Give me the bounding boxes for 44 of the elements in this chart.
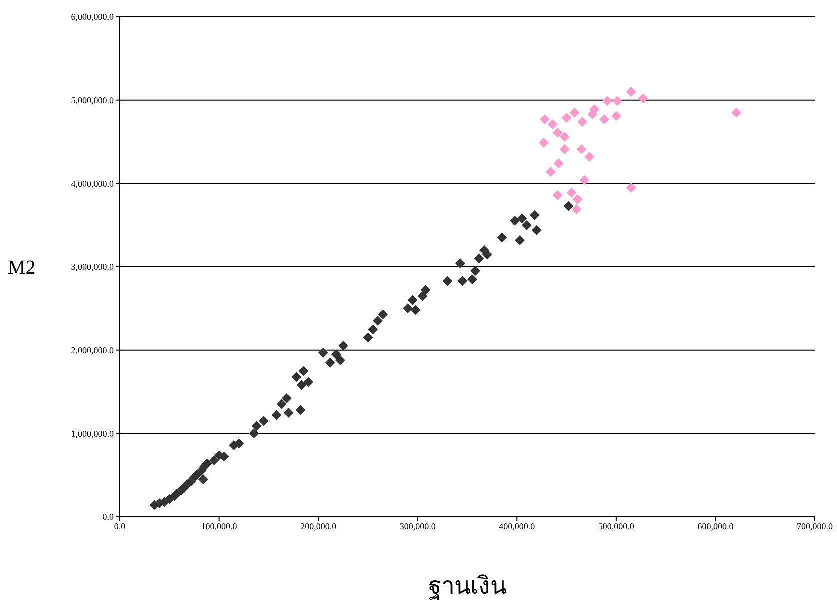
x-tick-label: 500,000.0 (598, 521, 635, 532)
x-axis-title: ฐานเงิน (428, 574, 506, 600)
y-tick-label: 5,000,000.0 (71, 96, 114, 106)
point (554, 158, 564, 169)
point (552, 190, 563, 200)
point (562, 112, 572, 123)
point (540, 114, 550, 124)
point (732, 108, 742, 118)
point (572, 204, 582, 214)
y-tick-label: 0.0 (102, 512, 114, 522)
x-tick-label: 300,000.0 (400, 521, 436, 532)
y-tick-label: 6,000,000.0 (71, 12, 114, 22)
point (576, 144, 587, 154)
point (546, 167, 556, 177)
x-tick-label: 100,000.0 (201, 521, 238, 532)
point (590, 104, 600, 114)
y-tick-label: 4,000,000.0 (71, 178, 114, 189)
point (560, 132, 570, 142)
point (611, 111, 622, 122)
point (638, 94, 648, 104)
x-tick-label: 400,000.0 (499, 521, 536, 532)
y-tick-label: 2,000,000.0 (71, 346, 114, 356)
point (602, 96, 612, 106)
point (560, 144, 570, 154)
point (548, 120, 558, 130)
point (566, 188, 577, 198)
point (578, 117, 588, 127)
x-tick-label: 600,000.0 (698, 521, 734, 532)
y-axis-title: M2 (8, 257, 36, 280)
y-tick-label: 3,000,000.0 (71, 262, 114, 272)
y-tick-label: 1,000,000.0 (71, 428, 114, 439)
point (580, 175, 590, 186)
point (538, 138, 549, 148)
point (570, 108, 580, 118)
point (626, 87, 636, 97)
x-tick-label: 0.0 (114, 521, 126, 532)
x-tick-label: 700,000.0 (797, 521, 834, 532)
point (600, 114, 610, 124)
x-tick-label: 200,000.0 (300, 521, 338, 532)
point (572, 194, 583, 204)
point (612, 96, 622, 106)
point (626, 182, 636, 193)
point (552, 128, 563, 138)
point (584, 152, 595, 162)
